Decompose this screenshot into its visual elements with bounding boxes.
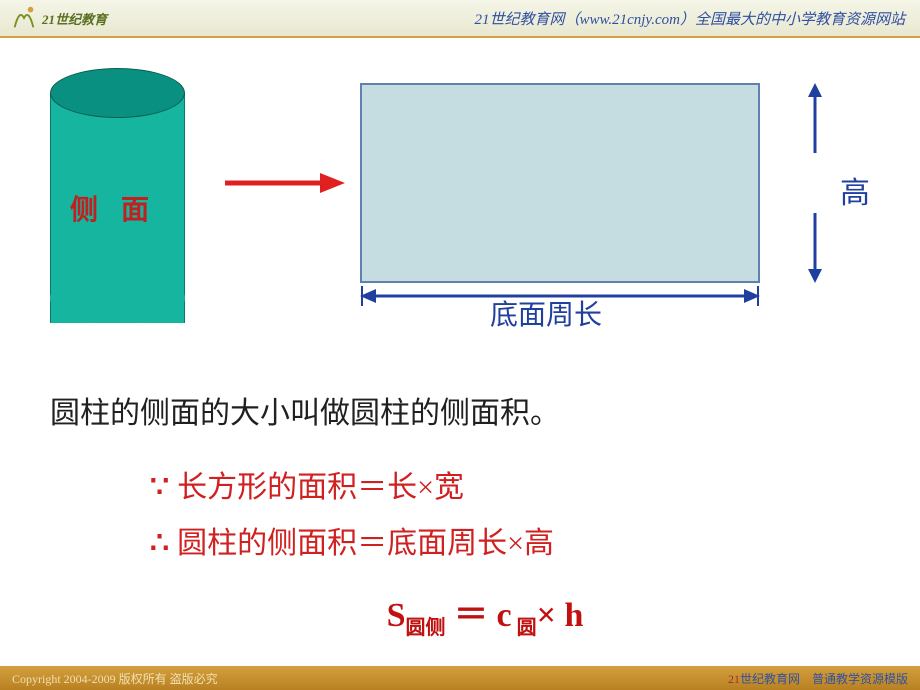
formula-h: h (564, 597, 583, 634)
formula-times: × (537, 597, 565, 634)
height-dimension-arrow (800, 83, 830, 283)
therefore-symbol: ∴ (150, 527, 169, 560)
definition-text: 圆柱的侧面的大小叫做圆柱的侧面积。 (50, 388, 870, 432)
cylinder-label: 侧 面 (70, 188, 157, 228)
height-label: 高 (840, 168, 870, 212)
cylinder-bottom (50, 273, 185, 323)
formula-s-sub: 圆侧 (406, 617, 446, 639)
footer-right: 21世纪教育网 普通教学资源模版 (728, 670, 908, 687)
transform-arrow-icon (220, 168, 350, 198)
formula-line-1: ∵长方形的面积＝长×宽 (150, 462, 870, 506)
logo-icon (10, 4, 38, 32)
unfolded-rectangle (360, 83, 760, 283)
diagram-area: 侧 面 高 底面周长 (20, 58, 900, 358)
logo-area: 21世纪教育 (10, 4, 107, 32)
cylinder-top (50, 68, 185, 118)
formula-c-sub: 圆 (512, 617, 537, 639)
width-label: 底面周长 (490, 293, 602, 333)
content-area: 侧 面 高 底面周长 圆柱的侧面的大小叫做圆柱 (0, 38, 920, 660)
formula-c: c (497, 597, 512, 634)
formula-eq: ＝ (446, 597, 497, 634)
formula1-text: 长方形的面积＝长×宽 (177, 471, 464, 504)
footer-bar: Copyright 2004-2009 版权所有 盗版必究 21世纪教育网 普通… (0, 666, 920, 690)
because-symbol: ∵ (150, 471, 169, 504)
header-title: 21世纪教育网（www.21cnjy.com）全国最大的中小学教育资源网站 (474, 8, 905, 29)
footer-text2: 普通教学资源模版 (812, 672, 908, 686)
header-bar: 21世纪教育 21世纪教育网（www.21cnjy.com）全国最大的中小学教育… (0, 0, 920, 38)
logo-text: 21世纪教育 (42, 9, 107, 28)
rectangle-container: 高 底面周长 (360, 83, 760, 283)
text-block: 圆柱的侧面的大小叫做圆柱的侧面积。 ∵长方形的面积＝长×宽 ∴圆柱的侧面积＝底面… (20, 388, 900, 640)
footer-text1: 世纪教育网 (740, 672, 800, 686)
footer-copyright: Copyright 2004-2009 版权所有 盗版必究 (12, 670, 218, 687)
formula-s: S (387, 597, 406, 634)
formula2-text: 圆柱的侧面积＝底面周长×高 (177, 527, 554, 560)
formula-line-2: ∴圆柱的侧面积＝底面周长×高 (150, 518, 870, 562)
main-formula: S圆侧 ＝ c 圆× h (100, 587, 870, 640)
footer-num: 21 (728, 672, 740, 686)
